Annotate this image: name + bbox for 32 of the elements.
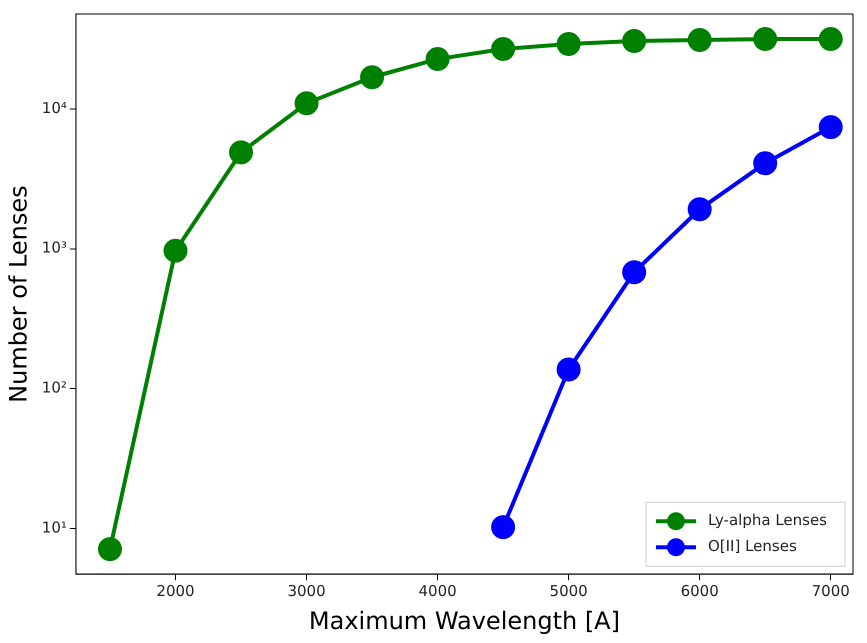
point <box>753 151 778 176</box>
point <box>98 537 122 562</box>
y-tick-label: 10³ <box>42 238 67 257</box>
x-tick-label: 6000 <box>680 582 719 600</box>
point <box>818 115 843 140</box>
point <box>556 32 581 56</box>
point <box>491 515 516 540</box>
x-tick-label: 2000 <box>156 582 195 600</box>
point <box>753 27 778 52</box>
x-axis-title: Maximum Wavelength [A] <box>308 606 620 635</box>
point <box>491 37 516 62</box>
y-tick-label: 10¹ <box>42 518 67 536</box>
point <box>294 91 319 116</box>
y-axis-title: Number of Lenses <box>4 185 33 403</box>
y-tick-label: 10² <box>42 378 67 396</box>
point <box>622 29 646 53</box>
point <box>229 140 254 164</box>
legend-label: O[II] Lenses <box>708 537 797 556</box>
x-tick-label: 3000 <box>287 582 326 600</box>
x-tick-label: 7000 <box>812 582 850 600</box>
x-tick-label: 4000 <box>418 582 457 600</box>
point <box>818 27 843 52</box>
point <box>426 47 450 72</box>
point <box>163 238 188 263</box>
legend-label: Ly-alpha Lenses <box>708 511 828 530</box>
point <box>622 260 646 284</box>
x-tick-label: 5000 <box>550 582 588 600</box>
y-tick-label: 10⁴ <box>42 98 67 117</box>
point <box>688 197 712 222</box>
point <box>556 358 581 382</box>
point <box>360 65 384 90</box>
point <box>688 28 712 52</box>
